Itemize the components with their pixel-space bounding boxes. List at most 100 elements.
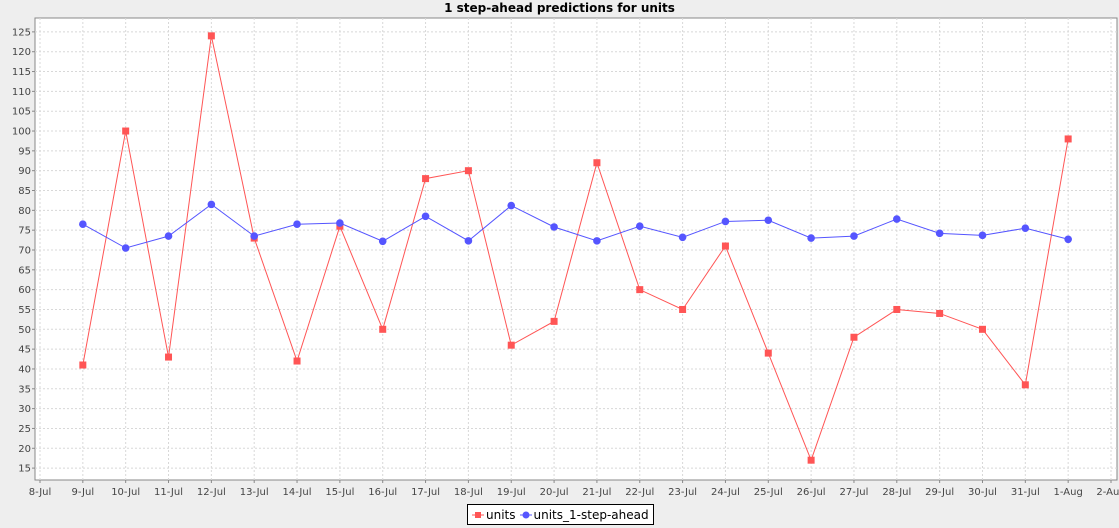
circle-marker-icon (519, 511, 532, 518)
y-tick-label: 65 (18, 265, 31, 276)
x-tick-label: 12-Jul (197, 487, 226, 498)
data-point (764, 216, 773, 225)
data-point (121, 244, 130, 252)
data-point (1021, 381, 1029, 389)
data-point (1021, 224, 1030, 232)
x-tick-label: 2-Aug (1096, 487, 1119, 498)
data-point (678, 233, 687, 242)
data-point (293, 357, 301, 365)
data-point (935, 229, 944, 238)
legend: units units_1-step-ahead (467, 504, 654, 525)
data-point (636, 286, 644, 294)
x-tick-label: 1-Aug (1054, 487, 1083, 498)
y-tick-label: 70 (18, 245, 31, 256)
data-point (207, 200, 216, 209)
data-point (807, 234, 815, 242)
y-tick-label: 105 (12, 107, 31, 118)
y-tick-label: 20 (18, 444, 31, 455)
data-point (893, 215, 901, 223)
x-tick-label: 10-Jul (111, 487, 140, 498)
y-tick-label: 95 (18, 146, 31, 157)
data-point (250, 232, 258, 240)
legend-label-units-1-step-ahead: units_1-step-ahead (533, 507, 649, 522)
x-tick-label: 27-Jul (839, 487, 868, 498)
data-point (464, 167, 472, 175)
data-point (1064, 235, 1072, 244)
data-point (593, 159, 601, 167)
x-tick-label: 29-Jul (925, 487, 954, 498)
y-tick-label: 60 (18, 285, 31, 296)
x-tick-label: 24-Jul (711, 487, 740, 498)
data-point (422, 175, 430, 183)
series-line (82, 35, 1069, 462)
data-point (764, 349, 772, 357)
legend-label-units: units (486, 507, 516, 522)
data-point (721, 242, 729, 250)
y-tick-label: 90 (18, 166, 31, 177)
y-tick-label: 80 (18, 206, 31, 217)
data-point (293, 220, 301, 229)
data-point (978, 231, 987, 240)
data-point (550, 223, 558, 231)
data-point (207, 32, 215, 40)
data-point (850, 232, 858, 240)
x-tick-label: 25-Jul (754, 487, 783, 498)
x-tick-label: 17-Jul (411, 487, 440, 498)
x-tick-label: 22-Jul (625, 487, 654, 498)
x-tick-label: 18-Jul (454, 487, 483, 498)
axes: 15 20 25 30 35 40 45 50 55 60 65 70 75 80 85 90 95 100 105… (12, 27, 1119, 498)
series-units (79, 32, 1072, 464)
data-point (122, 127, 130, 135)
x-tick-label: 16-Jul (368, 487, 397, 498)
series-units-1-step-ahead (79, 200, 1072, 252)
data-point (850, 333, 858, 341)
data-point (679, 305, 687, 313)
data-point (635, 222, 644, 230)
y-tick-label: 110 (12, 87, 31, 98)
data-point (807, 456, 815, 464)
x-tick-label: 8-Jul (29, 487, 52, 498)
y-tick-label: 45 (18, 345, 31, 356)
data-point (893, 305, 901, 313)
x-tick-label: 13-Jul (240, 487, 269, 498)
chart-title: 1 step-ahead predictions for units (444, 1, 675, 15)
data-point (721, 217, 730, 226)
y-tick-label: 115 (12, 67, 31, 78)
y-tick-label: 85 (18, 186, 31, 197)
plot-area (34, 17, 1118, 481)
y-tick-label: 30 (18, 404, 31, 415)
square-marker-icon (472, 511, 484, 518)
data-point (164, 232, 173, 240)
data-point (79, 220, 87, 229)
data-point (550, 317, 558, 325)
data-point (336, 219, 344, 227)
x-tick-label: 30-Jul (968, 487, 997, 498)
x-tick-label: 11-Jul (154, 487, 183, 498)
data-point (507, 201, 516, 210)
x-tick-label: 26-Jul (797, 487, 826, 498)
grid-lines (35, 18, 1117, 480)
data-point (79, 361, 87, 369)
data-point (165, 353, 173, 361)
x-tick-label: 20-Jul (540, 487, 569, 498)
y-tick-label: 55 (18, 305, 31, 316)
x-tick-label: 31-Jul (1011, 487, 1040, 498)
series-layer (79, 32, 1072, 464)
y-tick-label: 100 (12, 127, 31, 138)
y-tick-label: 75 (18, 226, 31, 237)
data-point (378, 237, 387, 246)
data-point (507, 341, 515, 349)
y-tick-label: 25 (18, 424, 31, 435)
series-line (82, 203, 1069, 249)
y-tick-label: 120 (12, 47, 31, 58)
x-tick-label: 9-Jul (72, 487, 95, 498)
x-tick-label: 15-Jul (325, 487, 354, 498)
y-tick-label: 35 (18, 384, 31, 395)
data-point (421, 212, 430, 221)
y-tick-label: 40 (18, 364, 31, 375)
data-point (464, 237, 473, 245)
legend-item-units: units (472, 508, 516, 522)
data-point (978, 325, 986, 333)
data-point (936, 309, 944, 317)
